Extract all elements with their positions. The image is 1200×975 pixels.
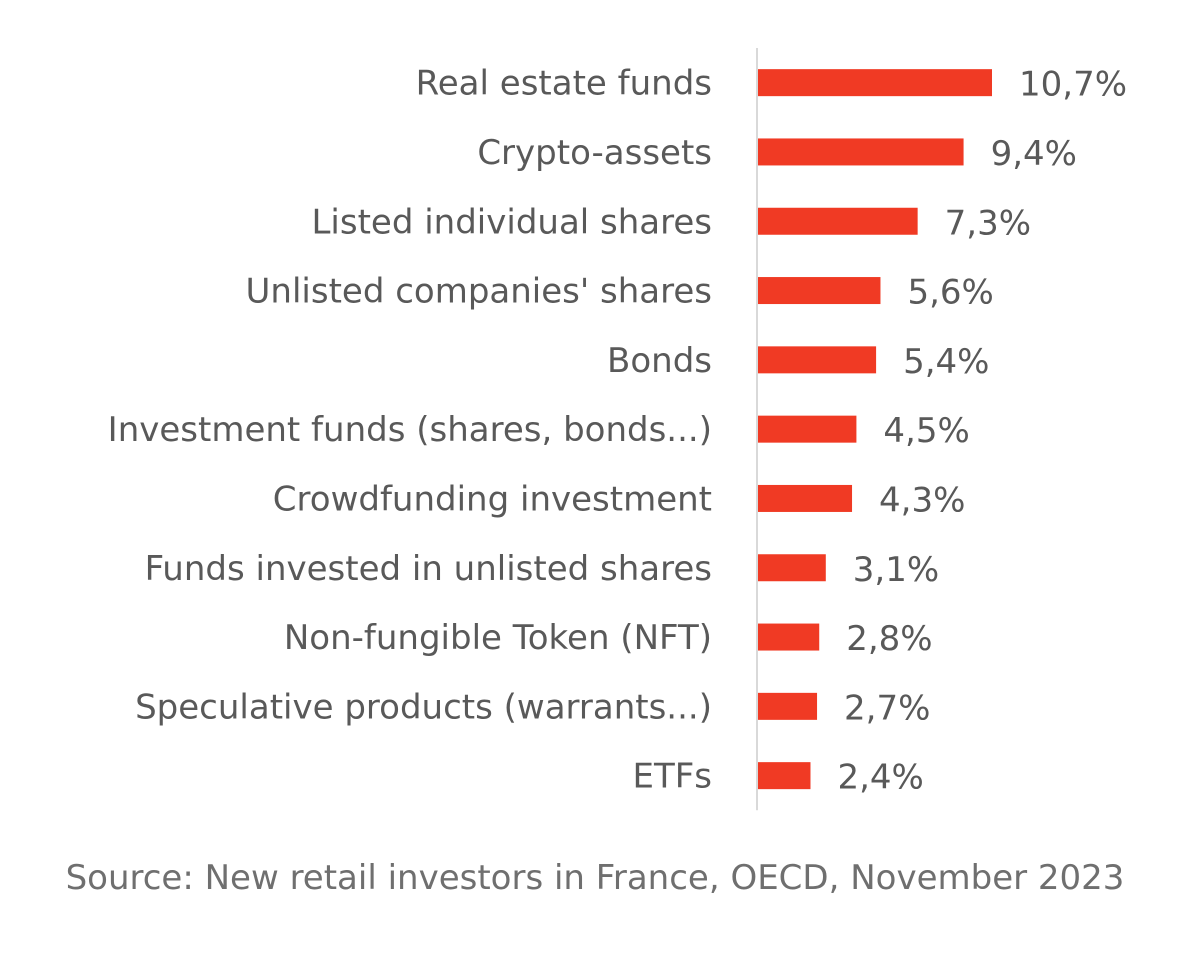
value-label: 9,4%: [991, 134, 1077, 174]
category-label: Listed individual shares: [311, 202, 712, 242]
category-label: Unlisted companies' shares: [246, 272, 712, 312]
bar-chart: Real estate funds 10,7% Crypto-assets 9,4% L…: [108, 48, 1127, 811]
value-label: 5,4%: [903, 342, 989, 382]
value-label: 10,7%: [1019, 65, 1127, 105]
value-label: 7,3%: [945, 203, 1031, 243]
bar: [758, 69, 992, 97]
source-note: Source: New retail investors in France, …: [65, 858, 1125, 898]
category-label: Crypto-assets: [477, 133, 712, 173]
value-label: 2,8%: [846, 619, 932, 659]
category-label: Bonds: [607, 341, 712, 381]
value-label: 4,3%: [879, 480, 965, 520]
category-label: Real estate funds: [416, 64, 712, 104]
bars-group: Real estate funds 10,7% Crypto-assets 9,4% L…: [108, 64, 1127, 798]
category-label: ETFs: [632, 757, 712, 797]
value-label: 2,7%: [844, 688, 930, 728]
bar: [758, 346, 877, 374]
category-label: Speculative products (warrants...): [135, 687, 712, 727]
bar: [758, 207, 918, 235]
bar: [758, 277, 881, 305]
category-label: Funds invested in unlisted shares: [145, 549, 712, 589]
category-label: Investment funds (shares, bonds...): [108, 410, 712, 450]
value-label: 5,6%: [907, 273, 993, 313]
bar: [758, 554, 826, 582]
bar: [758, 623, 820, 651]
bar: [758, 415, 857, 443]
value-label: 2,4%: [837, 758, 923, 798]
bar: [758, 692, 818, 720]
category-label: Non-fungible Token (NFT): [284, 618, 712, 658]
value-label: 3,1%: [853, 550, 939, 590]
bar: [758, 138, 964, 166]
value-label: 4,5%: [883, 411, 969, 451]
category-label: Crowdfunding investment: [273, 479, 712, 519]
bar: [758, 484, 853, 512]
bar: [758, 762, 811, 790]
